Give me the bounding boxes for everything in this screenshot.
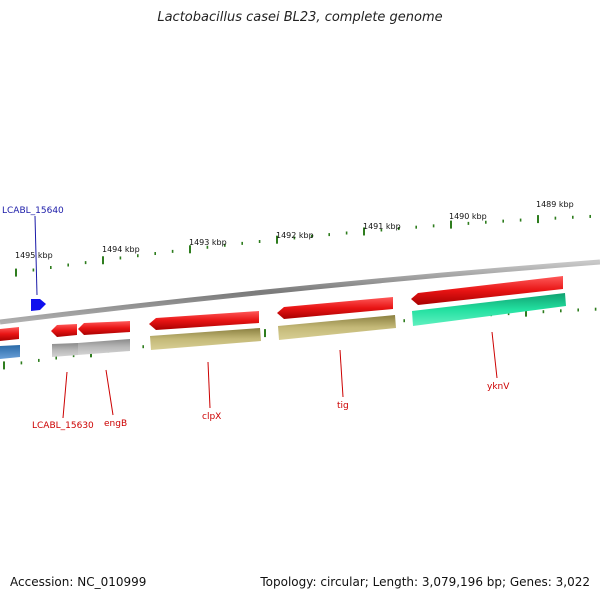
kbp-label: 1489 kbp (536, 200, 574, 209)
gene-label-tig: tig (337, 401, 349, 411)
kbp-label: 1494 kbp (102, 245, 140, 254)
gene-label-engb: engB (104, 419, 127, 429)
gene-label-lcabl-15640: LCABL_15640 (2, 206, 64, 216)
gene-arrow[interactable] (0, 327, 19, 341)
leader-line (339, 349, 344, 398)
gene-track (0, 276, 563, 341)
gene-arrow[interactable] (149, 311, 259, 330)
cds-track (0, 293, 566, 359)
cds-bar[interactable] (52, 343, 78, 357)
gene-label-lcabl-15630: LCABL_15630 (32, 421, 94, 431)
kbp-label: 1495 kbp (15, 251, 53, 260)
outer-scale-ticks (15, 214, 592, 277)
leader-line (207, 361, 211, 409)
gene-lcabl-15640[interactable] (31, 299, 46, 311)
kbp-label: 1492 kbp (276, 231, 314, 240)
cds-bar[interactable] (78, 339, 130, 355)
gene-arrow[interactable] (78, 321, 130, 335)
leader-line (491, 331, 498, 379)
leader-line (34, 215, 38, 296)
map-title: Lactobacillus casei BL23, complete genom… (157, 10, 443, 25)
leader-line (105, 369, 114, 416)
kbp-label: 1490 kbp (449, 212, 487, 221)
cds-bar[interactable] (278, 315, 396, 340)
gene-arrow[interactable] (277, 297, 393, 319)
gene-arrow[interactable] (51, 324, 77, 337)
gene-label-yknv: yknV (487, 382, 510, 392)
kbp-label: 1491 kbp (363, 222, 401, 231)
gene-label-clpx: clpX (202, 412, 221, 422)
cds-bar[interactable] (412, 293, 566, 326)
leader-line (62, 371, 68, 419)
cds-bar[interactable] (0, 345, 20, 359)
gene-arrow[interactable] (411, 276, 563, 305)
genome-backbone (0, 259, 600, 325)
topology-text: Topology: circular; Length: 3,079,196 bp… (260, 575, 590, 589)
accession-text: Accession: NC_010999 (10, 575, 147, 589)
kbp-label: 1493 kbp (189, 238, 227, 247)
cds-bar[interactable] (150, 328, 261, 350)
